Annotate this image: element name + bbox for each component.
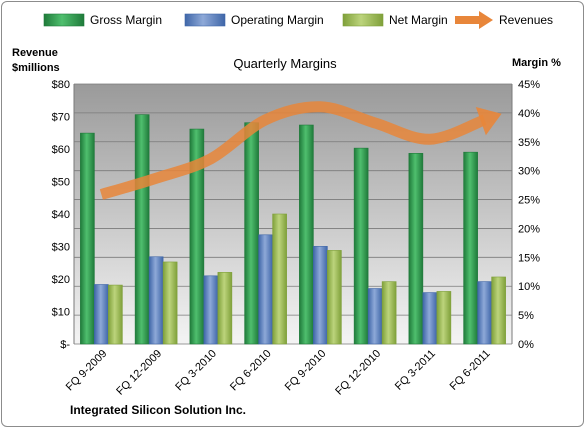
right-axis-ticks: 0% 5% 10% 15% 20% 25% 30% 35% 40% 45% [518,79,540,351]
gross-margin-bar [189,128,205,345]
legend: Gross Margin Operating Margin Net Margin Re… [43,11,553,29]
net-margin-bar [436,291,452,345]
revenues-line [99,101,487,200]
net-margin-bar [327,250,342,345]
right-tick-label: 25% [518,195,540,207]
gross-margin-bar [244,122,259,345]
x-axis-tick-labels: FQ 9-2009 FQ 12-2009 FQ 3-2010 FQ 6-2010 FQ … [64,348,493,398]
right-tick-label: 45% [518,79,540,91]
x-tick-label: FQ 9-2010 [283,348,329,394]
legend-operating-margin-label: Operating Margin [231,13,324,27]
right-tick-label: 10% [518,281,540,293]
legend-revenues-arrowhead [479,11,493,29]
right-axis-title: Margin % [512,57,561,69]
left-axis-ticks: $- $10 $20 $30 $40 $50 $60 $70 $80 [52,79,71,351]
revenues-arrowhead [475,106,502,136]
net-margin-bar [108,284,123,345]
operating-margin-bar [313,246,328,345]
net-margin-bar [162,261,178,345]
net-margin-bar [272,213,287,345]
left-tick-label: $60 [52,144,70,156]
revenue-line [99,101,502,200]
bars [80,114,506,345]
right-tick-label: 15% [518,252,540,264]
x-tick-label: FQ 9-2009 [64,348,110,394]
gross-margin-bar [134,114,150,345]
x-tick-label: FQ 6-2011 [448,348,493,393]
left-axis-title-line1: Revenue [12,47,58,59]
legend-gross-margin-label: Gross Margin [90,13,162,27]
net-margin-bar [491,276,506,345]
operating-margin-bar [148,256,164,345]
left-tick-label: $10 [52,307,70,319]
operating-margin-bar [477,281,492,345]
company-name: Integrated Silicon Solution Inc. [70,403,246,417]
chart-title: Quarterly Margins [233,56,337,71]
operating-margin-bar [367,288,383,345]
left-tick-label: $50 [52,177,70,189]
left-tick-label: $80 [52,79,70,91]
right-tick-label: 20% [518,223,540,235]
operating-margin-bar [94,284,109,345]
net-margin-bar [381,281,397,345]
legend-revenues-label: Revenues [499,13,553,27]
left-tick-label: $- [60,339,70,351]
left-tick-label: $20 [52,274,70,286]
gross-margin-bar [408,153,424,345]
legend-net-margin-label: Net Margin [389,13,448,27]
legend-operating-margin-swatch [184,13,226,27]
legend-net-margin-swatch [342,13,384,27]
gross-margin-bar [463,151,478,345]
right-tick-label: 35% [518,137,540,149]
gross-margin-bar [299,124,314,345]
operating-margin-bar [258,234,273,345]
right-tick-label: 0% [518,339,534,351]
legend-gross-margin-swatch [43,13,85,27]
x-tick-label: FQ 3-2011 [393,348,438,393]
left-tick-label: $30 [52,242,70,254]
left-tick-label: $40 [52,209,70,221]
right-tick-label: 30% [518,166,540,178]
x-tick-label: FQ 12-2009 [114,348,164,398]
left-tick-label: $70 [52,112,70,124]
x-tick-label: FQ 6-2010 [228,348,274,394]
right-tick-label: 40% [518,108,540,120]
x-tick-label: FQ 12-2010 [333,348,383,398]
x-tick-label: FQ 3-2010 [173,348,219,394]
left-axis-title-line2: $millions [12,62,60,74]
operating-margin-bar [203,275,219,345]
gross-margin-bar [80,132,95,345]
right-tick-label: 5% [518,310,534,322]
gross-margin-bar [353,147,369,345]
net-margin-bar [217,272,233,345]
operating-margin-bar [422,292,438,345]
